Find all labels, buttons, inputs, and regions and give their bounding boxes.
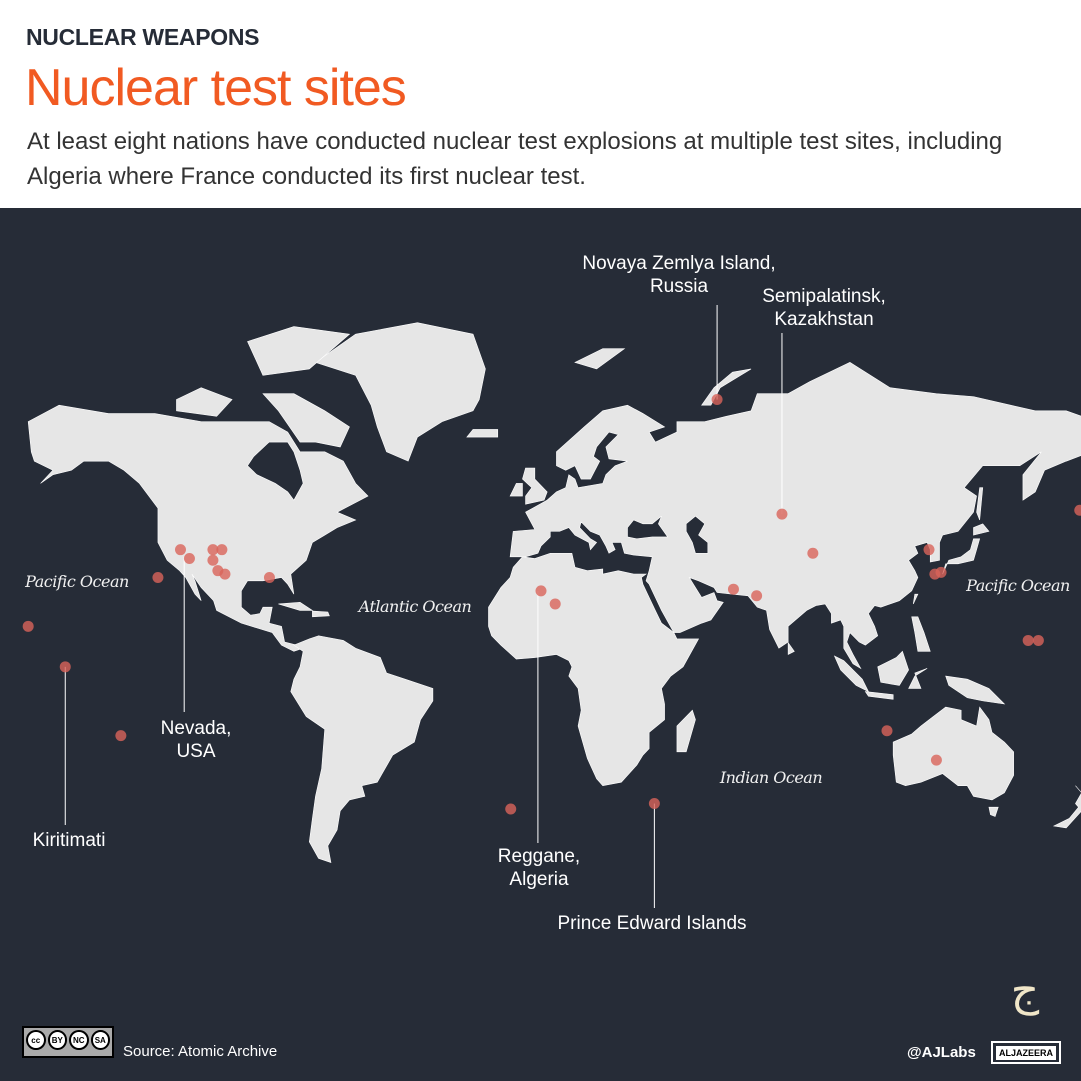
- landmass-svalbard: [574, 348, 626, 370]
- test-site-marker: [207, 544, 219, 556]
- test-site-marker: [711, 394, 723, 406]
- test-site-marker: [751, 590, 763, 602]
- landmass-hispaniola: [312, 610, 330, 618]
- landmass-ellesmere: [247, 326, 351, 376]
- test-site-marker: [535, 585, 547, 597]
- water-hudson-bay: [247, 441, 304, 501]
- test-site-marker: [152, 571, 164, 583]
- label-reggane: Reggane, Algeria: [497, 846, 581, 890]
- landmass-cuba: [278, 602, 314, 611]
- label-prince-edward: Prince Edward Islands: [557, 913, 747, 934]
- test-site-marker: [935, 566, 947, 578]
- label-nevada: Nevada, USA: [160, 718, 232, 762]
- landmass-baffin: [262, 393, 350, 448]
- test-site-marker: [648, 798, 660, 810]
- kicker: NUCLEAR WEAPONS: [26, 24, 260, 50]
- landmass-victoria: [176, 387, 233, 417]
- water-caspian-sea: [685, 515, 709, 554]
- landmass-tasmania: [988, 806, 999, 817]
- page-title: Nuclear test sites: [25, 59, 407, 117]
- landmass-sakhalin: [976, 487, 984, 521]
- test-site-marker: [174, 544, 186, 556]
- label-kiritimati: Kiritimati: [32, 830, 106, 851]
- test-site-marker: [1022, 634, 1034, 646]
- nc-icon: NC: [69, 1030, 89, 1050]
- test-site-marker: [207, 554, 219, 566]
- by-icon: BY: [47, 1030, 67, 1050]
- ocean-label-indian: Indian Ocean: [719, 768, 823, 787]
- cc-icon: cc: [26, 1030, 46, 1050]
- landmass-new-guinea: [945, 675, 1006, 705]
- ocean-label-pacific-west: Pacific Ocean: [25, 572, 129, 591]
- test-site-marker: [930, 754, 942, 766]
- label-semipalatinsk: Semipalatinsk, Kazakhstan: [762, 286, 886, 330]
- test-site-marker: [183, 553, 195, 565]
- landmass-britain: [522, 467, 548, 505]
- test-site-marker: [505, 803, 517, 815]
- ocean-label-pacific-east: Pacific Ocean: [966, 576, 1070, 595]
- test-site-marker: [727, 583, 739, 595]
- landmass-new-zealand: [1052, 785, 1081, 829]
- test-site-marker: [216, 544, 228, 556]
- landmass-philippines: [911, 616, 931, 652]
- landmass-eurasia: [509, 362, 1081, 670]
- al-jazeera-brand: ALJAZEERA: [991, 1041, 1061, 1064]
- creative-commons-badge: cc BY NC SA: [22, 1026, 114, 1058]
- aj-labs-handle: @AJLabs: [907, 1044, 976, 1061]
- sa-icon: SA: [90, 1030, 110, 1050]
- test-site-marker: [22, 620, 34, 632]
- landmass-borneo: [877, 650, 909, 686]
- test-site-marker: [219, 568, 231, 580]
- landmass-iceland: [466, 429, 499, 438]
- test-site-marker: [881, 725, 893, 737]
- landmass-south-america: [290, 635, 434, 864]
- landmass-taiwan: [912, 593, 919, 605]
- source-text: Source: Atomic Archive: [123, 1043, 278, 1060]
- test-site-marker: [807, 547, 819, 559]
- landmass-novaya-zemlya: [701, 368, 752, 406]
- water-black-sea: [627, 515, 669, 540]
- landmass-japan: [942, 538, 981, 575]
- test-site-marker: [549, 598, 561, 610]
- landmass-greenland: [314, 322, 486, 462]
- landmass-java: [864, 691, 894, 700]
- test-site-marker: [59, 661, 71, 673]
- world-map: Novaya Zemlya Island, Russia Semipalatins…: [0, 208, 1081, 1081]
- subtitle: At least eight nations have conducted nu…: [27, 128, 1003, 190]
- landmass-africa: [488, 552, 700, 787]
- test-site-marker: [115, 730, 127, 742]
- test-site-marker: [1074, 504, 1081, 516]
- test-site-marker: [923, 544, 935, 556]
- landmass-madagascar: [676, 709, 696, 753]
- test-site-marker: [776, 508, 788, 520]
- al-jazeera-logo-icon: ج: [1010, 965, 1040, 1016]
- landmass-sulawesi: [908, 668, 928, 689]
- test-site-marker: [1032, 634, 1044, 646]
- ocean-label-atlantic: Atlantic Ocean: [358, 597, 472, 616]
- landmass-sumatra: [833, 655, 870, 693]
- test-site-marker: [263, 571, 275, 583]
- label-novaya-zemlya: Novaya Zemlya Island, Russia: [582, 253, 776, 297]
- landmass-hokkaido: [973, 523, 990, 536]
- landmass-australia: [892, 706, 1014, 801]
- landmass-ireland: [509, 483, 523, 497]
- landmass-sri-lanka: [787, 641, 795, 655]
